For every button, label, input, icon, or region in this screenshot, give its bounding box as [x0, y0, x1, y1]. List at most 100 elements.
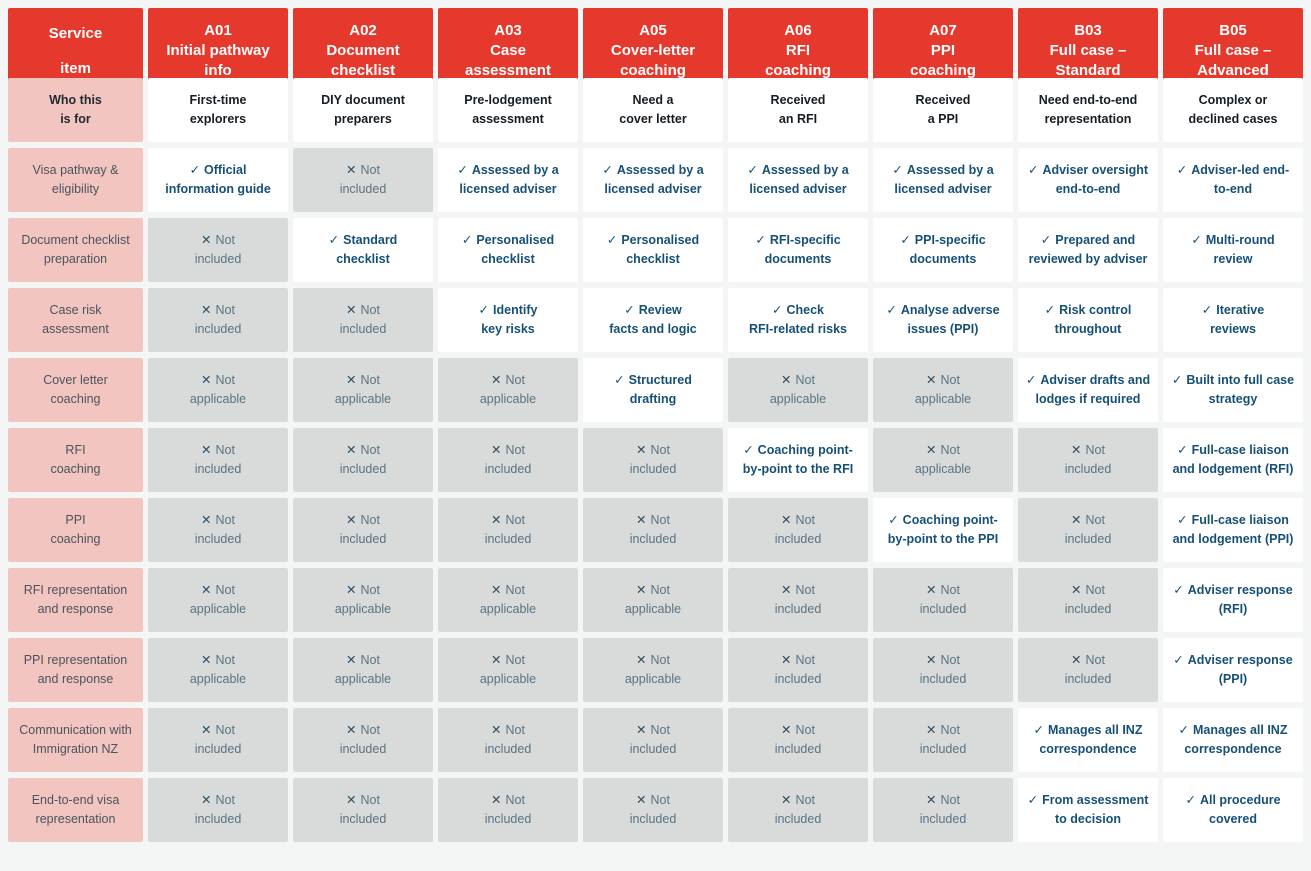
- cell-text: Not included: [629, 722, 677, 756]
- table-cell-r9-c4: ✕ Not included: [728, 708, 868, 772]
- table-cell-r9-c7: ✓ Manages all INZ correspondence: [1163, 708, 1303, 772]
- cell-text: Not included: [1064, 442, 1112, 476]
- table-cell-r3-c2: ✓ Identify key risks: [438, 288, 578, 352]
- table-cell-r4-c3: ✓ Structured drafting: [583, 358, 723, 422]
- cross-icon: ✕: [491, 582, 502, 597]
- table-cell-r3-c5: ✓ Analyse adverse issues (PPI): [873, 288, 1013, 352]
- cell-content: ✕ Not applicable: [474, 651, 542, 690]
- cell-text: Adviser drafts and lodges if required: [1035, 372, 1151, 406]
- cross-icon: ✕: [346, 372, 357, 387]
- row-label-2: Document checklist preparation: [8, 218, 143, 282]
- cell-text: Not included: [339, 722, 387, 756]
- cross-icon: ✕: [491, 512, 502, 527]
- table-cell-r8-c6: ✕ Not included: [1018, 638, 1158, 702]
- cell-content: ✕ Not included: [624, 441, 683, 480]
- cell-text: Not included: [194, 792, 242, 826]
- table-cell-r0-c6: Need end-to-end representation: [1018, 78, 1158, 142]
- table-cell-r5-c2: ✕ Not included: [438, 428, 578, 492]
- table-cell-r2-c6: ✓ Prepared and reviewed by adviser: [1018, 218, 1158, 282]
- table-cell-r2-c5: ✓ PPI-specific documents: [873, 218, 1013, 282]
- cell-text: First-time explorers: [189, 92, 247, 126]
- check-icon: ✓: [1177, 512, 1188, 527]
- cell-text: Adviser-led end- to-end: [1191, 162, 1290, 196]
- table-cell-r1-c4: ✓ Assessed by a licensed adviser: [728, 148, 868, 212]
- table-cell-r1-c1: ✕ Not included: [293, 148, 433, 212]
- table-cell-r4-c4: ✕ Not applicable: [728, 358, 868, 422]
- cell-text: Not applicable: [189, 582, 247, 616]
- check-icon: ✓: [1033, 722, 1044, 737]
- cell-text: Not included: [194, 512, 242, 546]
- cell-text: Iterative reviews: [1210, 302, 1265, 336]
- table-cell-r0-c1: DIY document preparers: [293, 78, 433, 142]
- table-cell-r3-c1: ✕ Not included: [293, 288, 433, 352]
- row-label-3: Case risk assessment: [8, 288, 143, 352]
- table-cell-r0-c0: First-time explorers: [148, 78, 288, 142]
- cell-content: ✕ Not applicable: [909, 371, 977, 410]
- cell-content: ✕ Not included: [334, 511, 393, 550]
- check-icon: ✓: [886, 302, 897, 317]
- table-cell-r2-c3: ✓ Personalised checklist: [583, 218, 723, 282]
- table-cell-r7-c2: ✕ Not applicable: [438, 568, 578, 632]
- cell-text: Not applicable: [769, 372, 827, 406]
- cross-icon: ✕: [781, 512, 792, 527]
- table-cell-r10-c3: ✕ Not included: [583, 778, 723, 842]
- table-cell-r1-c2: ✓ Assessed by a licensed adviser: [438, 148, 578, 212]
- cell-text: Not applicable: [334, 652, 392, 686]
- cell-content: ✕ Not included: [479, 441, 538, 480]
- cell-text: Not included: [484, 442, 532, 476]
- cell-content: ✕ Not included: [334, 441, 393, 480]
- cell-content: ✓ Review facts and logic: [603, 301, 703, 340]
- table-cell-r6-c5: ✓ Coaching point- by-point to the PPI: [873, 498, 1013, 562]
- cross-icon: ✕: [636, 652, 647, 667]
- check-icon: ✓: [1177, 442, 1188, 457]
- cell-content: ✓ Assessed by a licensed adviser: [741, 161, 854, 200]
- cell-content: ✕ Not applicable: [474, 581, 542, 620]
- cell-text: Not included: [774, 792, 822, 826]
- cell-text: Not included: [1064, 652, 1112, 686]
- cell-content: ✕ Not included: [769, 581, 828, 620]
- cell-content: ✕ Not included: [914, 651, 973, 690]
- cell-text: Assessed by a licensed adviser: [894, 162, 994, 196]
- check-icon: ✓: [1191, 232, 1202, 247]
- cell-text: Not included: [1064, 582, 1112, 616]
- table-cell-r9-c1: ✕ Not included: [293, 708, 433, 772]
- table-cell-r10-c2: ✕ Not included: [438, 778, 578, 842]
- table-cell-r5-c3: ✕ Not included: [583, 428, 723, 492]
- cell-text: Not included: [919, 792, 967, 826]
- cell-text: Not included: [194, 442, 242, 476]
- cell-text: From assessment to decision: [1042, 792, 1149, 826]
- table-cell-r2-c1: ✓ Standard checklist: [293, 218, 433, 282]
- cross-icon: ✕: [926, 722, 937, 737]
- table-cell-r6-c0: ✕ Not included: [148, 498, 288, 562]
- table-cell-r4-c7: ✓ Built into full case strategy: [1163, 358, 1303, 422]
- cross-icon: ✕: [636, 512, 647, 527]
- cross-icon: ✕: [201, 372, 212, 387]
- table-cell-r10-c1: ✕ Not included: [293, 778, 433, 842]
- cell-text: Adviser response (RFI): [1187, 582, 1293, 616]
- table-cell-r0-c4: Received an RFI: [728, 78, 868, 142]
- table-cell-r9-c0: ✕ Not included: [148, 708, 288, 772]
- cell-content: ✕ Not included: [1059, 651, 1118, 690]
- cell-text: Coaching point- by-point to the RFI: [742, 442, 854, 476]
- table-cell-r9-c3: ✕ Not included: [583, 708, 723, 772]
- table-cell-r6-c1: ✕ Not included: [293, 498, 433, 562]
- cell-content: ✕ Not included: [189, 301, 248, 340]
- cell-text: Received a PPI: [915, 92, 971, 126]
- cell-text: Assessed by a licensed adviser: [604, 162, 704, 196]
- cross-icon: ✕: [926, 582, 937, 597]
- table-cell-r7-c3: ✕ Not applicable: [583, 568, 723, 632]
- table-cell-r7-c0: ✕ Not applicable: [148, 568, 288, 632]
- cell-content: Received an RFI: [765, 91, 832, 130]
- check-icon: ✓: [755, 232, 766, 247]
- table-cell-r4-c6: ✓ Adviser drafts and lodges if required: [1018, 358, 1158, 422]
- cell-content: ✕ Not included: [479, 511, 538, 550]
- cross-icon: ✕: [1071, 652, 1082, 667]
- cell-text: PPI-specific documents: [909, 232, 986, 266]
- cell-content: ✓ Adviser drafts and lodges if required: [1020, 371, 1156, 410]
- cell-text: Structured drafting: [628, 372, 692, 406]
- cell-content: ✕ Not applicable: [184, 581, 252, 620]
- cell-content: ✓ Adviser-led end- to-end: [1171, 161, 1295, 200]
- check-icon: ✓: [457, 162, 468, 177]
- cross-icon: ✕: [346, 512, 357, 527]
- row-label-5: RFI coaching: [8, 428, 143, 492]
